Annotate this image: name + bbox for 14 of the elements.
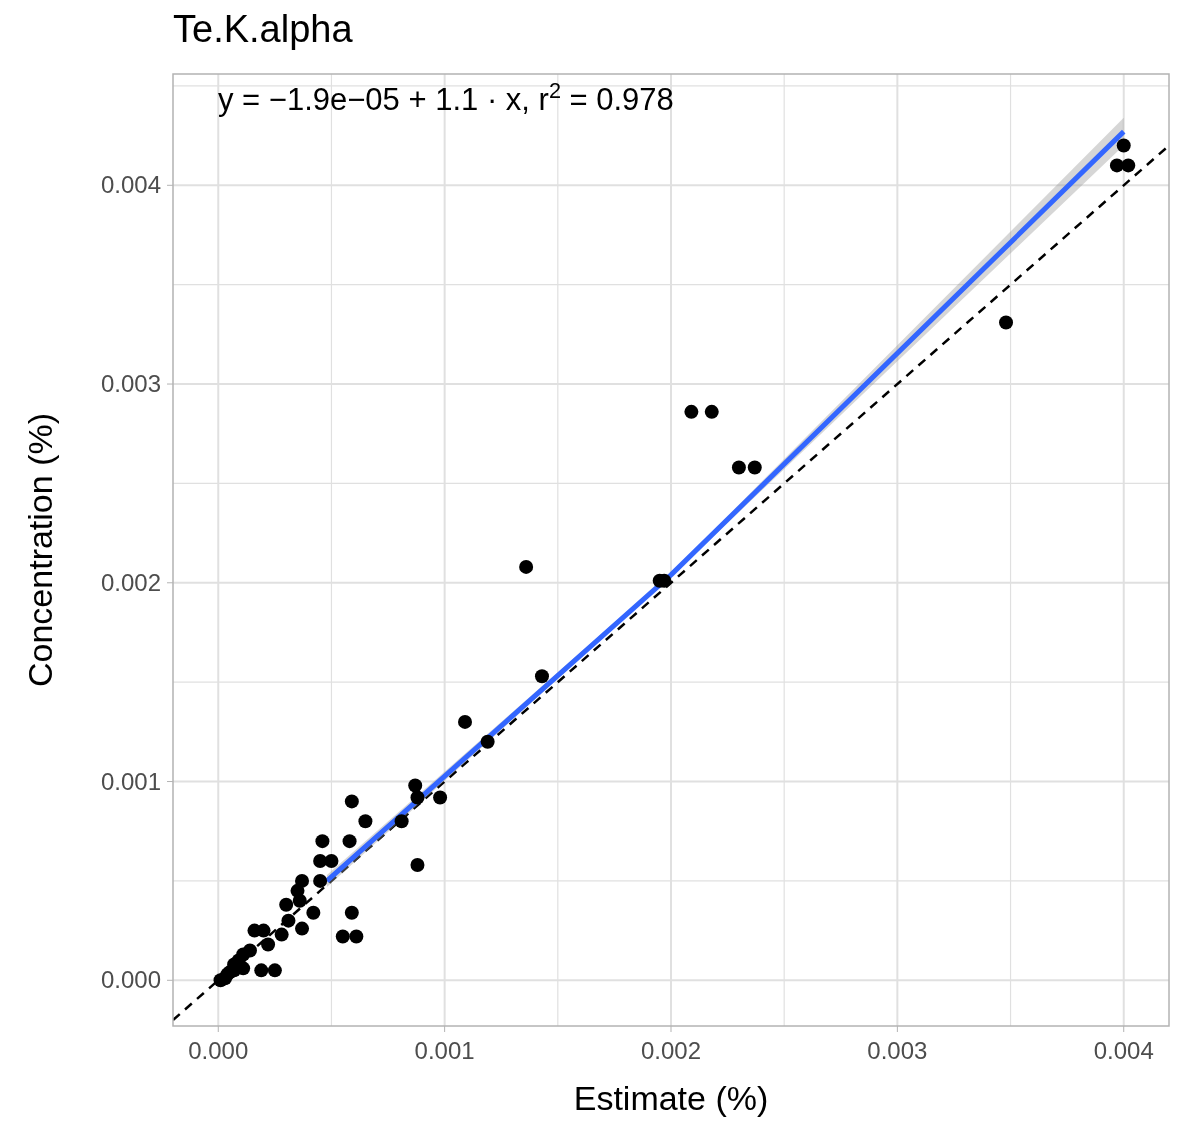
y-tick-label: 0.001 [100,767,161,795]
y-tick-label: 0.003 [100,370,161,398]
y-axis-title: Concentration (%) [21,412,59,688]
y-tick-label: 0.000 [100,966,161,994]
x-tick-label: 0.001 [414,1037,475,1064]
x-tick-label: 0.003 [867,1037,928,1064]
annotation: y = −1.9e−05 + 1.1 · x, r$^{2}$ = 0.978 [218,77,674,117]
x-tick-label: 0.000 [188,1037,249,1064]
x-tick-label: 0.004 [1093,1037,1154,1064]
x-axis-title: Estimate (%) [573,1079,769,1117]
x-tick-label: 0.002 [640,1037,702,1064]
y-tick-label: 0.002 [100,568,161,596]
y-tick-label: 0.004 [100,171,161,199]
chart-title: Te.K.alpha [173,8,354,50]
